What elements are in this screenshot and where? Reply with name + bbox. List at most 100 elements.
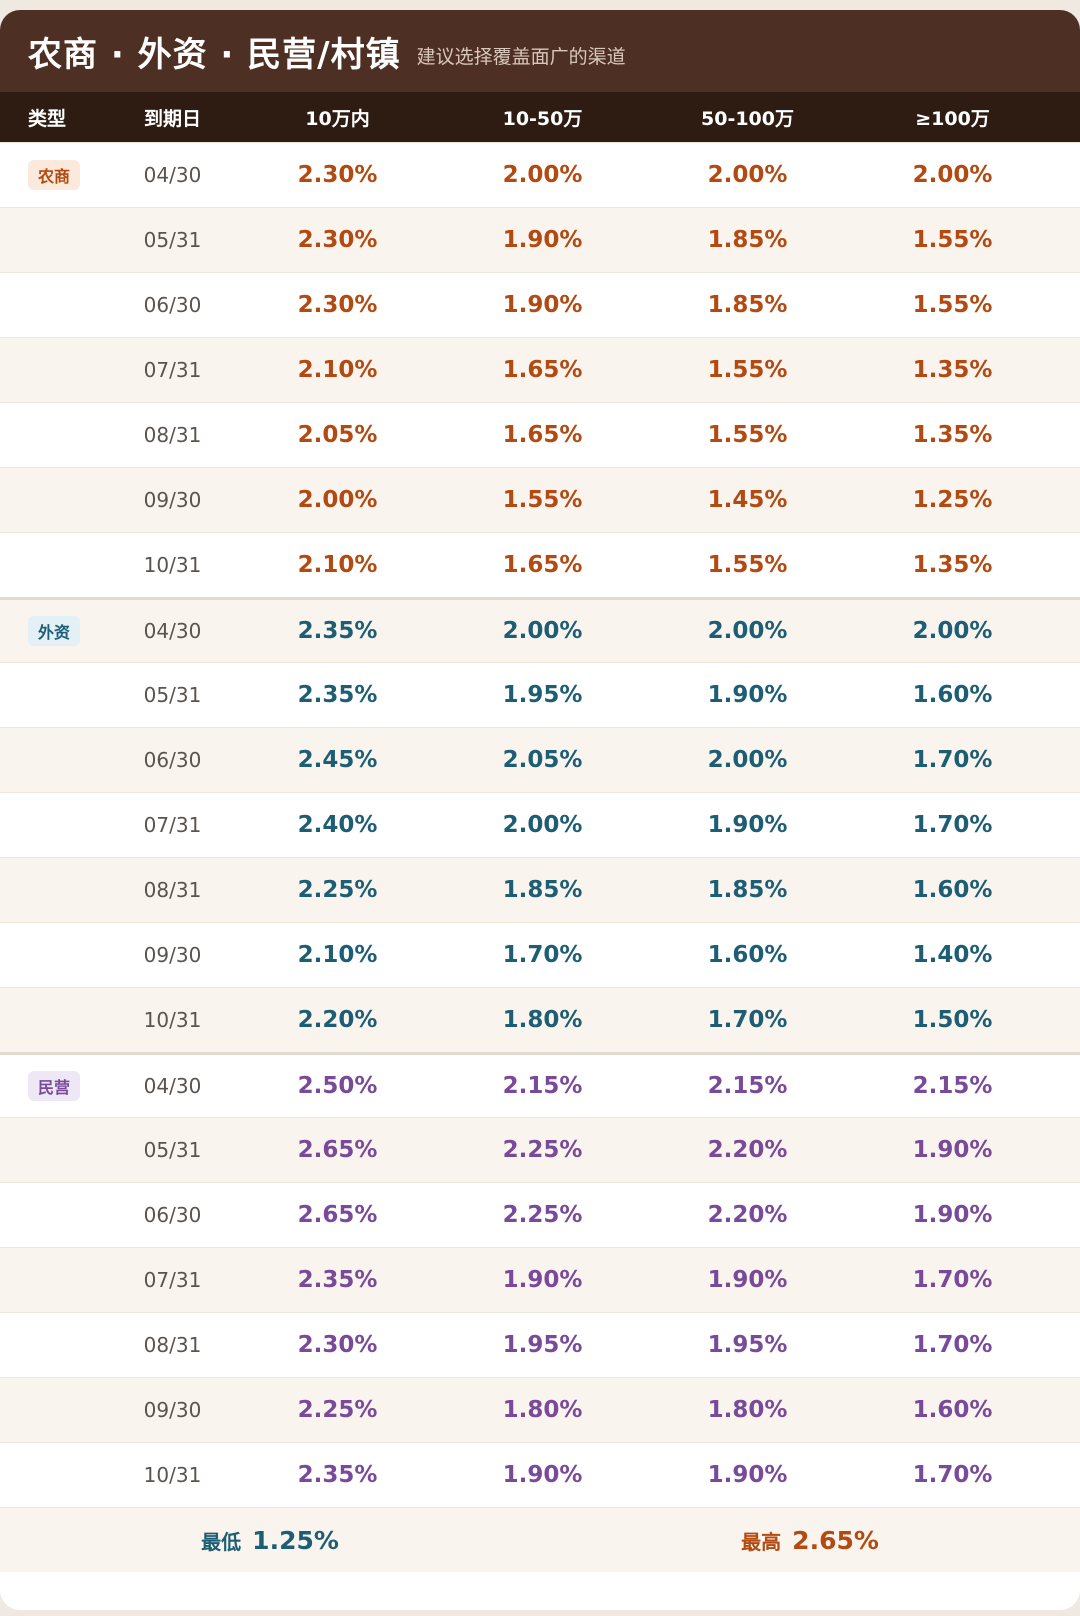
maturity-date-cell: 06/30 bbox=[143, 293, 202, 317]
rate-100k-500k-cell: 1.80% bbox=[502, 1007, 583, 1033]
rate-100k-500k-cell: 1.90% bbox=[502, 227, 583, 253]
rate-over-1m-cell: 1.35% bbox=[912, 552, 993, 578]
type-cell: 民营 bbox=[0, 1071, 110, 1101]
maturity-date-cell: 04/30 bbox=[143, 163, 202, 187]
rate-over-1m-cell: 1.90% bbox=[912, 1202, 993, 1228]
rate-under-100k-cell: 2.05% bbox=[297, 422, 378, 448]
rate-500k-1m-cell: 1.60% bbox=[707, 942, 788, 968]
rate-under-100k-cell: 2.10% bbox=[297, 942, 378, 968]
table-row: 06/30 2.65% 2.25% 2.20% 1.90% bbox=[0, 1182, 1080, 1247]
rate-500k-1m-cell: 2.20% bbox=[707, 1202, 788, 1228]
table-row: 08/31 2.30% 1.95% 1.95% 1.70% bbox=[0, 1312, 1080, 1377]
rate-under-100k-cell: 2.35% bbox=[297, 1462, 378, 1488]
rate-over-1m-cell: 1.40% bbox=[912, 942, 993, 968]
table-row: 10/31 2.20% 1.80% 1.70% 1.50% bbox=[0, 987, 1080, 1052]
rate-over-1m-cell: 1.90% bbox=[912, 1137, 993, 1163]
table-row: 07/31 2.40% 2.00% 1.90% 1.70% bbox=[0, 792, 1080, 857]
maturity-date-cell: 07/31 bbox=[143, 1268, 202, 1292]
page-title: 农商 · 外资 · 民营/村镇 bbox=[28, 34, 401, 75]
rate-under-100k-cell: 2.25% bbox=[297, 1397, 378, 1423]
column-header-100k-500k: 10-50万 bbox=[502, 107, 583, 130]
rate-100k-500k-cell: 2.00% bbox=[502, 618, 583, 644]
rate-100k-500k-cell: 1.65% bbox=[502, 552, 583, 578]
maturity-date-cell: 08/31 bbox=[143, 878, 202, 902]
table-row: 09/30 2.25% 1.80% 1.80% 1.60% bbox=[0, 1377, 1080, 1442]
table-row: 07/31 2.10% 1.65% 1.55% 1.35% bbox=[0, 337, 1080, 402]
table-row: 10/31 2.10% 1.65% 1.55% 1.35% bbox=[0, 532, 1080, 597]
table-header: 农商 · 外资 · 民营/村镇 建议选择覆盖面广的渠道 bbox=[0, 10, 1080, 92]
table-row: 09/30 2.10% 1.70% 1.60% 1.40% bbox=[0, 922, 1080, 987]
rate-100k-500k-cell: 1.80% bbox=[502, 1397, 583, 1423]
maturity-date-cell: 04/30 bbox=[143, 1074, 202, 1098]
maturity-date-cell: 06/30 bbox=[143, 748, 202, 772]
table-row: 06/30 2.45% 2.05% 2.00% 1.70% bbox=[0, 727, 1080, 792]
rate-over-1m-cell: 1.70% bbox=[912, 812, 993, 838]
rate-over-1m-cell: 1.55% bbox=[912, 292, 993, 318]
rate-under-100k-cell: 2.65% bbox=[297, 1202, 378, 1228]
maturity-date-cell: 08/31 bbox=[143, 1333, 202, 1357]
rate-500k-1m-cell: 2.20% bbox=[707, 1137, 788, 1163]
max-summary: 最高 2.65% bbox=[540, 1526, 1080, 1555]
maturity-date-cell: 07/31 bbox=[143, 813, 202, 837]
rate-over-1m-cell: 1.60% bbox=[912, 682, 993, 708]
rate-500k-1m-cell: 2.15% bbox=[707, 1073, 788, 1099]
table-row: 外资 04/30 2.35% 2.00% 2.00% 2.00% bbox=[0, 597, 1080, 662]
maturity-date-cell: 08/31 bbox=[143, 423, 202, 447]
maturity-date-cell: 05/31 bbox=[143, 228, 202, 252]
rate-under-100k-cell: 2.10% bbox=[297, 357, 378, 383]
rate-500k-1m-cell: 1.70% bbox=[707, 1007, 788, 1033]
rate-over-1m-cell: 1.70% bbox=[912, 1462, 993, 1488]
maturity-date-cell: 10/31 bbox=[143, 1008, 202, 1032]
rate-over-1m-cell: 1.60% bbox=[912, 1397, 993, 1423]
rate-under-100k-cell: 2.65% bbox=[297, 1137, 378, 1163]
rate-100k-500k-cell: 1.95% bbox=[502, 1332, 583, 1358]
rate-over-1m-cell: 2.00% bbox=[912, 162, 993, 188]
summary-footer: 最低 1.25% 最高 2.65% bbox=[0, 1507, 1080, 1572]
type-cell: 农商 bbox=[0, 160, 110, 190]
table-row: 民营 04/30 2.50% 2.15% 2.15% 2.15% bbox=[0, 1052, 1080, 1117]
maturity-date-cell: 09/30 bbox=[143, 1398, 202, 1422]
rate-500k-1m-cell: 2.00% bbox=[707, 162, 788, 188]
rate-100k-500k-cell: 1.90% bbox=[502, 292, 583, 318]
column-header-row: 类型 到期日 10万内 10-50万 50-100万 ≥100万 bbox=[0, 92, 1080, 142]
rate-over-1m-cell: 1.35% bbox=[912, 357, 993, 383]
column-header-date: 到期日 bbox=[143, 107, 201, 130]
rate-100k-500k-cell: 1.90% bbox=[502, 1267, 583, 1293]
rate-500k-1m-cell: 1.85% bbox=[707, 292, 788, 318]
type-badge: 外资 bbox=[28, 616, 81, 646]
table-row: 05/31 2.35% 1.95% 1.90% 1.60% bbox=[0, 662, 1080, 727]
rate-500k-1m-cell: 2.00% bbox=[707, 618, 788, 644]
rate-500k-1m-cell: 1.90% bbox=[707, 1267, 788, 1293]
rate-over-1m-cell: 1.55% bbox=[912, 227, 993, 253]
rate-table-card: 农商 · 外资 · 民营/村镇 建议选择覆盖面广的渠道 类型 到期日 10万内 … bbox=[0, 10, 1080, 1610]
page-subtitle: 建议选择覆盖面广的渠道 bbox=[416, 45, 626, 68]
rate-100k-500k-cell: 1.70% bbox=[502, 942, 583, 968]
min-value: 1.25% bbox=[252, 1525, 339, 1555]
column-header-500k-1m: 50-100万 bbox=[701, 107, 794, 130]
rate-500k-1m-cell: 1.80% bbox=[707, 1397, 788, 1423]
rate-100k-500k-cell: 2.05% bbox=[502, 747, 583, 773]
rate-500k-1m-cell: 1.45% bbox=[707, 487, 788, 513]
rate-100k-500k-cell: 1.90% bbox=[502, 1462, 583, 1488]
rate-under-100k-cell: 2.25% bbox=[297, 877, 378, 903]
table-row: 05/31 2.65% 2.25% 2.20% 1.90% bbox=[0, 1117, 1080, 1182]
maturity-date-cell: 06/30 bbox=[143, 1203, 202, 1227]
rate-500k-1m-cell: 2.00% bbox=[707, 747, 788, 773]
rate-over-1m-cell: 1.35% bbox=[912, 422, 993, 448]
rate-500k-1m-cell: 1.85% bbox=[707, 877, 788, 903]
maturity-date-cell: 05/31 bbox=[143, 1138, 202, 1162]
type-badge: 农商 bbox=[28, 160, 81, 190]
rate-over-1m-cell: 1.60% bbox=[912, 877, 993, 903]
rate-under-100k-cell: 2.30% bbox=[297, 162, 378, 188]
rate-under-100k-cell: 2.35% bbox=[297, 682, 378, 708]
table-body: 农商 04/30 2.30% 2.00% 2.00% 2.00% 05/31 2.30% 1.9… bbox=[0, 142, 1080, 1507]
table-row: 07/31 2.35% 1.90% 1.90% 1.70% bbox=[0, 1247, 1080, 1312]
rate-under-100k-cell: 2.30% bbox=[297, 1332, 378, 1358]
table-row: 08/31 2.05% 1.65% 1.55% 1.35% bbox=[0, 402, 1080, 467]
table-row: 10/31 2.35% 1.90% 1.90% 1.70% bbox=[0, 1442, 1080, 1507]
rate-500k-1m-cell: 1.55% bbox=[707, 552, 788, 578]
rate-500k-1m-cell: 1.85% bbox=[707, 227, 788, 253]
rate-100k-500k-cell: 1.65% bbox=[502, 422, 583, 448]
rate-100k-500k-cell: 2.25% bbox=[502, 1137, 583, 1163]
rate-under-100k-cell: 2.30% bbox=[297, 292, 378, 318]
